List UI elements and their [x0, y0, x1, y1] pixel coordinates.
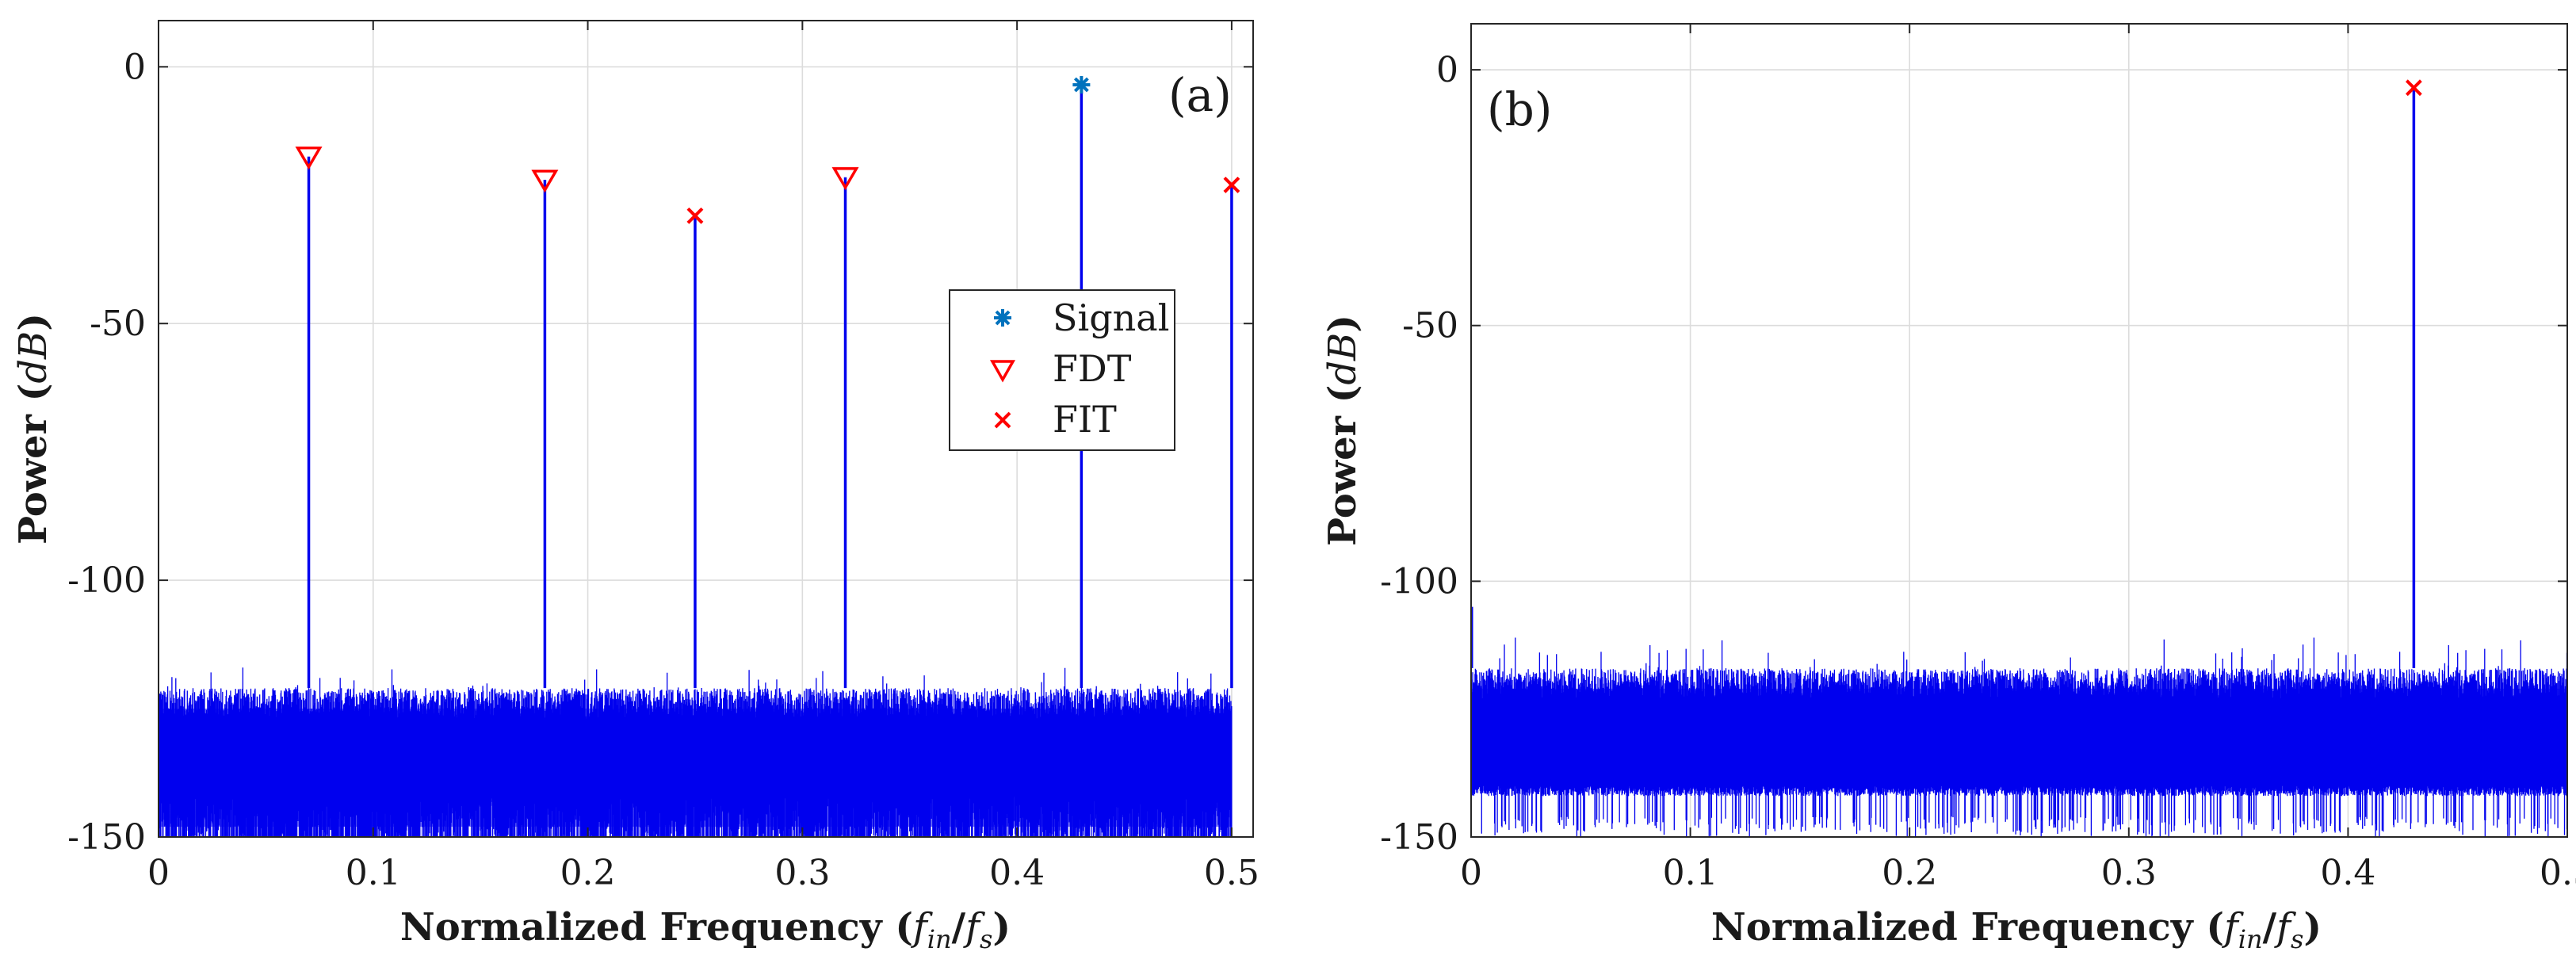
x-tick-label: 0.4 — [989, 853, 1045, 893]
legend-marker-fit — [994, 411, 1011, 429]
y-tick-label: 0 — [124, 47, 146, 87]
x-tick-label: 0 — [147, 853, 170, 893]
legend-label-fit: FIT — [1053, 398, 1117, 441]
x-tick-label: 0.3 — [2101, 853, 2157, 893]
x-tick-label: 0.2 — [560, 853, 616, 893]
plot-frame-a — [158, 20, 1254, 838]
x-tick-label: 0.1 — [1663, 853, 1718, 893]
noise-floor-b — [1470, 606, 2568, 837]
chart-panel-a: 0 0.1 0.2 0.3 0.4 0.5 0 -50 -100 -150 (a) Normal… — [11, 20, 1259, 954]
signal-marker — [1072, 75, 1091, 94]
x-tick-label: 0.4 — [2320, 853, 2375, 893]
markers-b — [2405, 79, 2422, 97]
ticks-b — [1470, 24, 2568, 838]
y-tick-label: 0 — [1436, 50, 1458, 90]
noise-floor-fill — [1472, 688, 2567, 776]
legend-box — [949, 289, 1175, 451]
x-tick-labels-b: 0 0.1 0.2 0.3 0.4 0.5 — [1460, 853, 2576, 893]
x-tick-labels-a: 0 0.1 0.2 0.3 0.4 0.5 — [147, 853, 1259, 893]
x-tick-label: 0.1 — [346, 853, 401, 893]
markers-a — [295, 75, 1240, 224]
legend-marker-fdt — [990, 360, 1015, 383]
y-tick-label: -100 — [67, 560, 146, 601]
x-tick-label: 0.3 — [774, 853, 830, 893]
ticks-a — [158, 21, 1253, 838]
panel-label-b: (b) — [1487, 82, 1552, 136]
legend-label-signal: Signal — [1053, 296, 1169, 339]
legend-a: Signal FDT FIT — [949, 289, 1175, 451]
x-tick-label: 0 — [1460, 853, 1482, 893]
legend-marker-signal — [994, 309, 1011, 327]
legend-label-fdt: FDT — [1053, 347, 1132, 390]
y-tick-label: -150 — [1380, 817, 1458, 858]
fit-marker — [686, 207, 704, 224]
chart-panel-b: 0 0.1 0.2 0.3 0.4 0.5 0 -50 -100 -150 (b) Normal… — [1320, 23, 2576, 954]
x-tick-label: 0.5 — [2540, 853, 2576, 893]
x-tick-label: 0.2 — [1882, 853, 1937, 893]
x-axis-label-b: Normalized Frequency (fin/fs) — [1711, 905, 2322, 954]
plot-frame-b — [1470, 23, 2568, 838]
y-tick-labels-a: 0 -50 -100 -150 — [67, 47, 146, 858]
fit-marker — [2405, 79, 2422, 97]
fdt-marker — [531, 170, 559, 193]
fdt-marker — [831, 166, 859, 191]
x-axis-label-a: Normalized Frequency (fin/fs) — [400, 905, 1011, 954]
fit-marker — [1223, 176, 1240, 193]
x-tick-label: 0.5 — [1204, 853, 1259, 893]
y-tick-label: -50 — [1402, 306, 1458, 346]
y-tick-labels-b: 0 -50 -100 -150 — [1380, 50, 1458, 858]
y-axis-label-b: Power (dB) — [1320, 315, 1365, 546]
fdt-marker — [295, 146, 323, 170]
noise-floor-fill — [159, 709, 1232, 827]
y-tick-label: -100 — [1380, 561, 1458, 602]
y-axis-label-a: Power (dB) — [11, 313, 55, 545]
panel-label-a: (a) — [1168, 68, 1232, 122]
y-tick-label: -50 — [90, 304, 146, 344]
y-tick-label: -150 — [67, 817, 146, 858]
